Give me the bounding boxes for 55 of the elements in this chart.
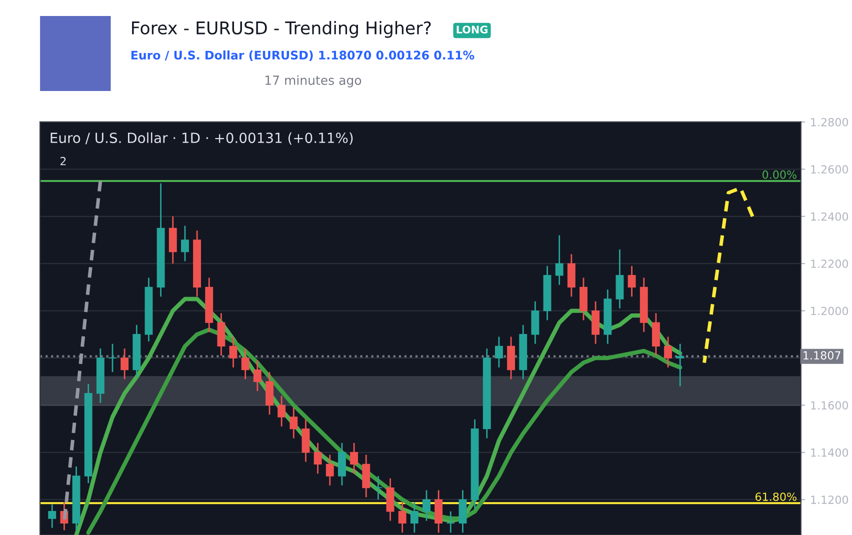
candlestick [314,442,322,474]
candlestick [241,348,250,380]
text: LONG [456,26,488,34]
candlestick [555,234,564,286]
candlestick [302,418,310,463]
candlestick [494,336,503,368]
candlestick [180,225,189,262]
candlestick [410,501,418,534]
candlestick [374,475,382,500]
candlestick [507,336,516,380]
annotation: 61.80% [755,492,796,501]
candlestick [229,336,238,368]
candlestick [676,343,684,388]
candlestick [362,454,370,498]
candlestick [338,442,346,486]
candlestick [616,248,624,310]
candlestick [278,395,286,428]
candlestick [628,265,636,298]
candlestick [326,454,334,486]
candlestick [398,501,406,534]
candlestick [652,312,660,356]
annotation: Euro / U.S. Dollar · 1D · +0.00131 (+0.11%) [50,132,353,145]
chart-subtitle: Euro / U.S. Dollar (EURUSD) 1.18070 0.00126 0.11% [131,50,474,61]
ref-line-label: 1.1807 [804,351,840,360]
candlestick [446,510,455,534]
candlestick [422,489,430,522]
candlestick [580,277,588,321]
candlestick [386,478,394,522]
candlestick [458,489,467,534]
candlestick [253,360,262,392]
y-tick-label: 1.2000 [811,306,848,316]
y-tick-label: 1.2400 [811,212,848,221]
y-tick-label: 1.1600 [811,401,848,410]
text: 17 minutes ago [265,75,362,88]
y-tick-label: 1.1200 [811,496,848,504]
candlestick [350,442,358,474]
annotation: 2 [60,156,66,166]
y-tick-label: 1.2800 [811,118,848,126]
y-tick-label: 1.1400 [811,448,848,457]
candlestick [592,300,600,345]
candlestick [266,371,274,416]
chart-title: Forex - EURUSD - Trending Higher? [132,21,431,38]
y-tick-label: 1.2200 [811,260,848,268]
candlestick [48,504,56,529]
annotation: 0.00% [762,170,796,179]
candlestick [290,406,298,439]
y-tick-label: 1.2600 [811,165,848,174]
candlestick [120,348,129,380]
candlestick [108,343,116,373]
candlestick [168,216,177,264]
candlestick [217,312,226,356]
candlestick [664,336,672,368]
candlestick [567,253,576,298]
candlestick [434,489,443,534]
candlestick [531,300,540,345]
